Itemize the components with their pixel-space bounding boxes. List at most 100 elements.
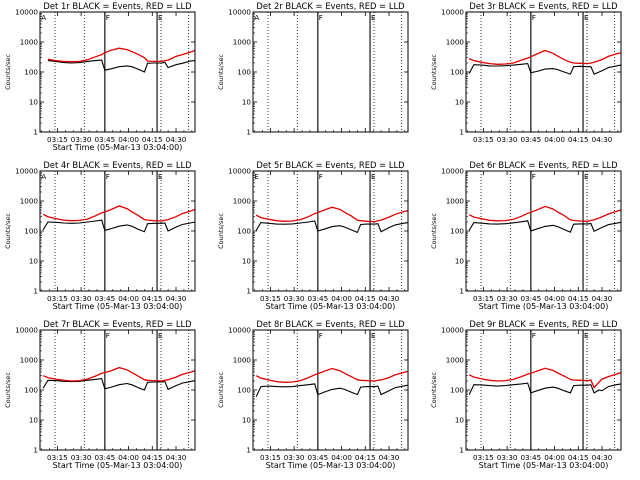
y-tick-label: 1 <box>246 287 251 296</box>
x-tick-label: 03:15 <box>260 294 281 303</box>
y-tick-label: 10 <box>455 98 465 107</box>
chart-title: Det 7r BLACK = Events, RED = LLD <box>43 319 191 329</box>
marker-letter: F <box>319 172 323 181</box>
plot-frame <box>39 329 196 451</box>
x-tick-label: 03:45 <box>94 453 115 462</box>
y-axis-label: Counts/sec <box>217 372 225 408</box>
x-tick-label: 03:30 <box>71 294 92 303</box>
y-tick-label: 1 <box>459 128 464 137</box>
x-axis-label: Start Time (05-Mar-13 03:04:00) <box>53 302 183 311</box>
y-tick-label: 10000 <box>441 8 464 17</box>
y-tick-label: 10000 <box>15 8 38 17</box>
y-tick-label: 1000 <box>233 356 252 365</box>
x-tick-label: 04:15 <box>142 294 163 303</box>
y-tick-label: 10 <box>455 416 465 425</box>
x-tick-label: 03:30 <box>71 453 92 462</box>
marker-letter: E <box>254 172 259 181</box>
plot-frame <box>252 170 409 292</box>
x-tick-label: 04:00 <box>331 294 352 303</box>
x-tick-label: 04:30 <box>166 135 187 144</box>
y-tick-label: 10 <box>242 98 252 107</box>
x-tick-label: 04:30 <box>166 453 187 462</box>
x-axis-label: Start Time (05-Mar-13 03:04:00) <box>479 302 609 311</box>
x-tick-label: 04:30 <box>379 294 400 303</box>
y-tick-label: 10000 <box>441 326 464 335</box>
x-axis-label: Start Time (05-Mar-13 03:04:00) <box>53 461 183 470</box>
marker-letter: F <box>532 172 536 181</box>
chart-panel-9: Det 9r BLACK = Events, RED = LLD 1 10 100 10… <box>430 319 622 470</box>
x-tick-label: 03:15 <box>473 453 494 462</box>
y-axis-label: Counts/sec <box>430 54 438 90</box>
x-tick-label: 04:00 <box>331 453 352 462</box>
y-axis-label: Counts/sec <box>430 213 438 249</box>
y-tick-label: 10000 <box>228 326 251 335</box>
x-tick-label: 03:15 <box>473 135 494 144</box>
y-axis-label: Counts/sec <box>4 213 12 249</box>
plot-frame <box>39 170 196 292</box>
y-tick-label: 1 <box>246 128 251 137</box>
x-tick-label: 03:30 <box>497 294 518 303</box>
y-tick-label: 1000 <box>446 356 465 365</box>
x-tick-label: 03:30 <box>284 453 305 462</box>
marker-letter: A <box>254 13 259 22</box>
chart-title: Det 1r BLACK = Events, RED = LLD <box>43 1 191 11</box>
y-tick-label: 10 <box>242 416 252 425</box>
y-tick-label: 1 <box>459 287 464 296</box>
marker-letter: E <box>158 13 163 22</box>
x-tick-label: 03:45 <box>520 453 541 462</box>
chart-title: Det 4r BLACK = Events, RED = LLD <box>43 160 191 170</box>
series-line-events <box>47 59 196 73</box>
series-line-lld <box>255 206 409 223</box>
series-line-events <box>255 220 409 234</box>
plot-frame <box>465 329 622 451</box>
series-line-events <box>255 383 409 397</box>
y-tick-label: 1 <box>246 446 251 455</box>
plot-frame <box>465 11 622 133</box>
y-tick-label: 1000 <box>20 197 39 206</box>
chart-title: Det 6r BLACK = Events, RED = LLD <box>469 160 617 170</box>
x-tick-label: 04:15 <box>355 453 376 462</box>
x-tick-label: 03:15 <box>47 135 68 144</box>
chart-panel-4: Det 4r BLACK = Events, RED = LLD 1 10 100 10… <box>4 160 196 311</box>
y-tick-label: 10000 <box>15 326 38 335</box>
x-tick-label: 03:45 <box>94 294 115 303</box>
y-tick-label: 100 <box>450 386 464 395</box>
y-tick-label: 100 <box>237 68 251 77</box>
y-tick-label: 1 <box>33 287 38 296</box>
x-tick-label: 03:15 <box>260 453 281 462</box>
series-line-lld <box>468 49 622 65</box>
x-tick-label: 04:00 <box>544 135 565 144</box>
series-line-lld <box>42 366 196 382</box>
x-tick-label: 03:45 <box>520 135 541 144</box>
chart-panel-5: Det 5r BLACK = Events, RED = LLD 1 10 100 10… <box>217 160 409 311</box>
marker-letter: F <box>319 331 323 340</box>
y-tick-label: 10 <box>29 257 39 266</box>
y-tick-label: 10 <box>242 257 252 266</box>
x-tick-label: 03:45 <box>94 135 115 144</box>
series-line-lld <box>47 47 196 63</box>
y-tick-label: 100 <box>450 68 464 77</box>
x-tick-label: 04:30 <box>592 135 613 144</box>
marker-letter: F <box>532 13 536 22</box>
y-tick-label: 1 <box>459 446 464 455</box>
series-line-events <box>42 219 196 233</box>
x-axis-label: Start Time (05-Mar-13 03:04:00) <box>266 461 396 470</box>
x-axis-label: Start Time (05-Mar-13 03:04:00) <box>479 461 609 470</box>
x-tick-label: 03:30 <box>497 453 518 462</box>
marker-letter: F <box>106 331 110 340</box>
chart-title: Det 3r BLACK = Events, RED = LLD <box>469 1 617 11</box>
x-tick-label: 04:00 <box>118 453 139 462</box>
series-line-events <box>468 382 622 395</box>
series-line-lld <box>468 367 622 389</box>
y-axis-label: Counts/sec <box>217 54 225 90</box>
chart-panel-3: Det 3r BLACK = Events, RED = LLD 1 10 100 10… <box>430 1 622 144</box>
chart-panel-1: Det 1r BLACK = Events, RED = LLD 1 10 100 10… <box>4 1 196 152</box>
x-tick-label: 03:15 <box>47 294 68 303</box>
chart-title: Det 2r BLACK = Events, RED = LLD <box>256 1 404 11</box>
x-tick-label: 03:30 <box>284 294 305 303</box>
marker-letter: E <box>584 331 589 340</box>
x-axis-label: Start Time (05-Mar-13 03:04:00) <box>266 302 396 311</box>
y-tick-label: 1 <box>33 128 38 137</box>
x-tick-label: 04:15 <box>568 135 589 144</box>
